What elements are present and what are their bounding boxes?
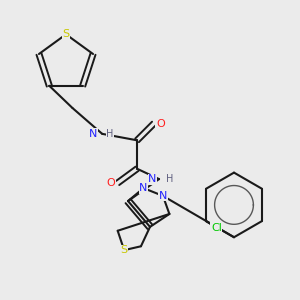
Text: H: H (106, 129, 113, 139)
Text: N: N (140, 183, 148, 193)
Text: Cl: Cl (211, 223, 222, 232)
Text: N: N (159, 191, 167, 201)
Text: N: N (88, 129, 97, 139)
Text: O: O (107, 178, 116, 188)
Text: H: H (166, 174, 173, 184)
Text: O: O (156, 118, 165, 128)
Text: S: S (121, 245, 128, 255)
Text: N: N (148, 174, 157, 184)
Text: S: S (62, 29, 70, 39)
